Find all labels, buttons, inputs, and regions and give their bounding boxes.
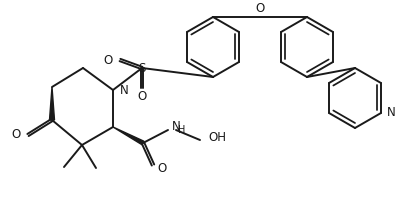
Text: OH: OH	[208, 131, 226, 144]
Text: O: O	[256, 2, 265, 15]
Text: N: N	[120, 83, 129, 97]
Text: N: N	[387, 107, 396, 119]
Polygon shape	[113, 127, 144, 145]
Text: O: O	[12, 128, 21, 141]
Text: S: S	[139, 61, 146, 75]
Text: O: O	[137, 90, 146, 104]
Text: O: O	[104, 53, 113, 66]
Text: H: H	[178, 125, 185, 135]
Text: N: N	[172, 120, 181, 133]
Polygon shape	[49, 87, 55, 120]
Text: O: O	[157, 162, 166, 175]
